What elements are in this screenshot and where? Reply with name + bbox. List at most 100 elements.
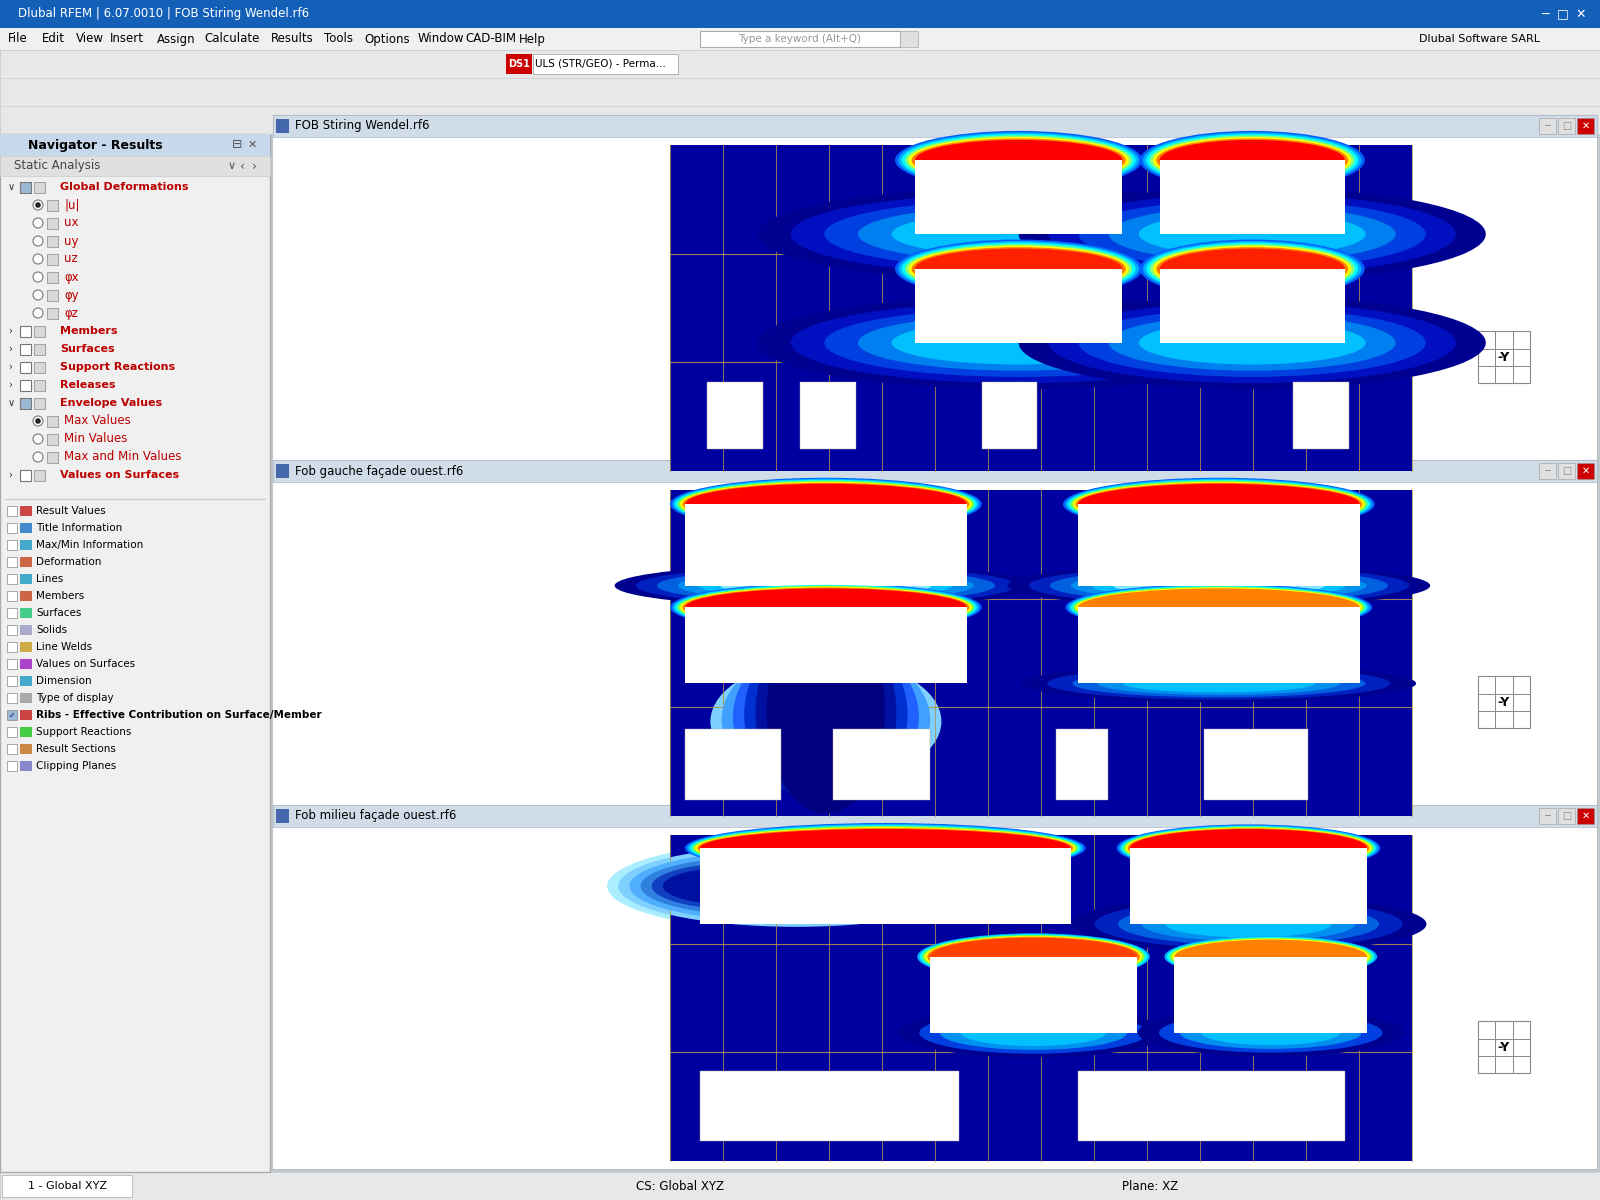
Text: Tools: Tools [323,32,354,46]
Ellipse shape [909,137,1130,184]
Text: Values on Surfaces: Values on Surfaces [35,659,134,670]
Bar [6,744,18,754]
Bar [1174,956,1366,1033]
Text: Clipping Planes: Clipping Planes [35,761,117,770]
Bar [19,710,32,720]
Bar [1558,808,1574,824]
Text: uz: uz [64,252,78,265]
Bar [19,326,30,337]
Ellipse shape [1142,907,1355,941]
Ellipse shape [1098,672,1341,695]
Text: □: □ [1562,466,1571,476]
Text: Envelope Values: Envelope Values [61,398,162,408]
Bar [1160,269,1346,343]
Bar [930,956,1138,1033]
Text: □: □ [1562,121,1571,131]
Text: Insert: Insert [110,32,144,46]
Ellipse shape [662,868,811,905]
Ellipse shape [694,827,1075,869]
Bar [670,145,1411,470]
Bar [274,460,1597,824]
Text: □: □ [1562,811,1571,821]
Bar [1078,504,1360,586]
Ellipse shape [928,937,1139,977]
Ellipse shape [906,244,1133,294]
Ellipse shape [670,583,982,631]
Ellipse shape [698,828,1074,868]
Ellipse shape [1050,569,1387,602]
Ellipse shape [1062,478,1374,530]
Bar [1578,463,1594,479]
Ellipse shape [1202,1020,1341,1045]
Ellipse shape [902,134,1136,186]
Ellipse shape [1078,588,1360,626]
Ellipse shape [1181,1016,1362,1049]
Bar [274,115,1597,479]
Bar [1478,677,1530,728]
Ellipse shape [1123,674,1315,692]
Ellipse shape [1070,586,1368,629]
Ellipse shape [699,829,1070,868]
Bar [6,506,18,516]
Bar [1078,1070,1346,1141]
Text: ✕: ✕ [1576,7,1586,20]
Text: uy: uy [64,234,78,247]
Text: Options: Options [365,32,410,46]
Bar [6,608,18,618]
Bar [1478,331,1530,383]
Ellipse shape [1078,308,1426,377]
Bar [46,218,58,229]
Text: CS: Global XYZ: CS: Global XYZ [637,1180,723,1193]
Ellipse shape [962,1020,1106,1046]
Text: Line Welds: Line Welds [35,642,93,652]
Ellipse shape [680,587,971,628]
Bar [6,761,18,770]
Text: ‹: ‹ [240,160,245,173]
Text: Members: Members [35,590,85,601]
Ellipse shape [672,479,979,529]
Text: ✕: ✕ [1581,811,1589,821]
Ellipse shape [675,584,976,630]
Text: Fob milieu façade ouest.rf6: Fob milieu façade ouest.rf6 [294,810,456,822]
Ellipse shape [1075,588,1362,628]
Text: Result Sections: Result Sections [35,744,115,754]
Bar [34,344,45,355]
Ellipse shape [824,200,1213,269]
Bar [277,464,290,478]
Ellipse shape [1165,911,1331,937]
Bar [46,308,58,319]
Circle shape [34,218,43,228]
Ellipse shape [1094,899,1403,949]
Ellipse shape [1046,667,1390,700]
Text: ›: › [8,362,11,372]
Text: □: □ [1557,7,1570,20]
Text: ✕: ✕ [1581,121,1589,131]
Text: -Y: -Y [1498,1040,1510,1054]
Ellipse shape [757,296,1280,389]
Text: Type of display: Type of display [35,692,114,703]
Text: φy: φy [64,288,78,301]
Bar [701,31,899,47]
Text: Surfaces: Surfaces [61,344,115,354]
Bar [274,805,1597,1169]
Ellipse shape [920,934,1147,979]
Ellipse shape [1142,241,1362,296]
Bar [19,590,32,601]
Bar [699,1070,960,1141]
Bar [46,290,58,301]
Text: ›: › [8,344,11,354]
Ellipse shape [1070,571,1366,601]
Ellipse shape [1158,1013,1382,1052]
Bar [19,574,32,584]
Ellipse shape [858,314,1179,371]
Ellipse shape [618,845,974,926]
Text: Deformation: Deformation [35,557,101,566]
Ellipse shape [915,248,1123,289]
Ellipse shape [912,247,1126,290]
Bar [1578,808,1594,824]
Bar [34,362,45,373]
Bar [19,557,32,566]
Bar [2,1175,131,1198]
Bar [19,727,32,737]
Ellipse shape [651,862,851,911]
